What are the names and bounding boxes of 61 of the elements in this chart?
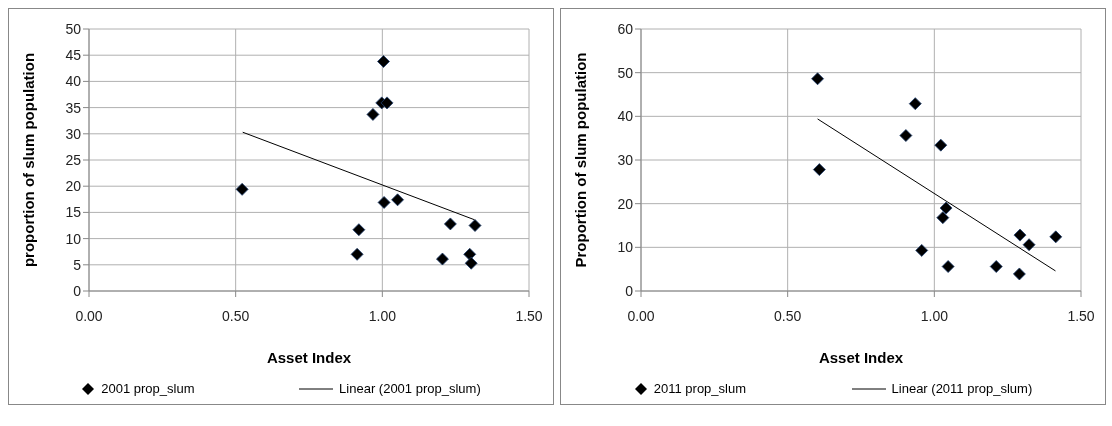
point: [391, 193, 404, 207]
y-tick-label: 10: [65, 230, 82, 247]
point: [915, 243, 929, 257]
point: [366, 108, 380, 121]
point: [436, 252, 449, 266]
y-tick-label: 0: [625, 282, 634, 299]
point: [1022, 238, 1036, 252]
y-tick-label: 40: [617, 108, 634, 125]
x-axis-title: Asset Index: [266, 349, 352, 366]
y-tick-label: 20: [617, 195, 634, 212]
point: [463, 247, 477, 261]
y-tick-label: 30: [65, 125, 82, 142]
x-tick-label: 0.50: [222, 307, 250, 324]
point: [1013, 228, 1027, 242]
point: [468, 219, 482, 232]
point: [934, 138, 948, 152]
point: [352, 223, 366, 237]
x-tick-label: 0.50: [774, 307, 802, 324]
x-tick-label: 1.00: [368, 307, 397, 324]
x-tick-label: 1.50: [515, 307, 543, 324]
y-tick-label: 45: [65, 47, 82, 64]
point: [1049, 230, 1063, 244]
point: [443, 217, 457, 231]
legend-label: 2011 prop_slum: [653, 381, 747, 396]
y-tick-label: 50: [617, 64, 634, 81]
y-tick-label: 50: [65, 20, 82, 37]
point: [377, 196, 391, 209]
x-tick-label: 1.00: [920, 307, 949, 324]
y-axis-title: proportion of slum population: [20, 52, 38, 268]
x-tick-label: 0.00: [75, 307, 103, 324]
point: [380, 96, 394, 110]
y-tick-label: 5: [73, 256, 82, 273]
y-tick-label: 15: [65, 204, 82, 221]
x-tick-label: 1.50: [1067, 307, 1095, 324]
legend-label: 2001 prop_slum: [101, 381, 195, 396]
point: [235, 182, 249, 196]
y-axis-title: Proportion of slum population: [572, 52, 590, 268]
point: [464, 256, 478, 270]
point: [350, 247, 364, 261]
y-tick-label: 20: [65, 178, 82, 195]
legend-label: Linear (2001 prop_slum): [339, 381, 481, 396]
y-tick-label: 10: [617, 239, 634, 256]
point: [908, 97, 922, 111]
point: [936, 211, 950, 225]
point: [939, 201, 953, 215]
y-tick-label: 40: [65, 73, 82, 90]
point: [941, 260, 955, 273]
point: [989, 260, 1003, 273]
point: [377, 55, 390, 68]
x-axis-title: Asset Index: [818, 349, 904, 366]
y-tick-label: 0: [73, 282, 82, 299]
point: [899, 129, 913, 142]
legend-label: Linear (2011 prop_slum): [891, 381, 1033, 396]
y-tick-label: 35: [65, 99, 82, 116]
y-tick-label: 30: [617, 151, 634, 168]
y-tick-label: 60: [617, 20, 634, 37]
point: [1013, 267, 1026, 281]
y-tick-label: 25: [65, 151, 82, 168]
point: [811, 72, 824, 86]
x-tick-label: 0.00: [627, 307, 655, 324]
point: [812, 163, 826, 177]
